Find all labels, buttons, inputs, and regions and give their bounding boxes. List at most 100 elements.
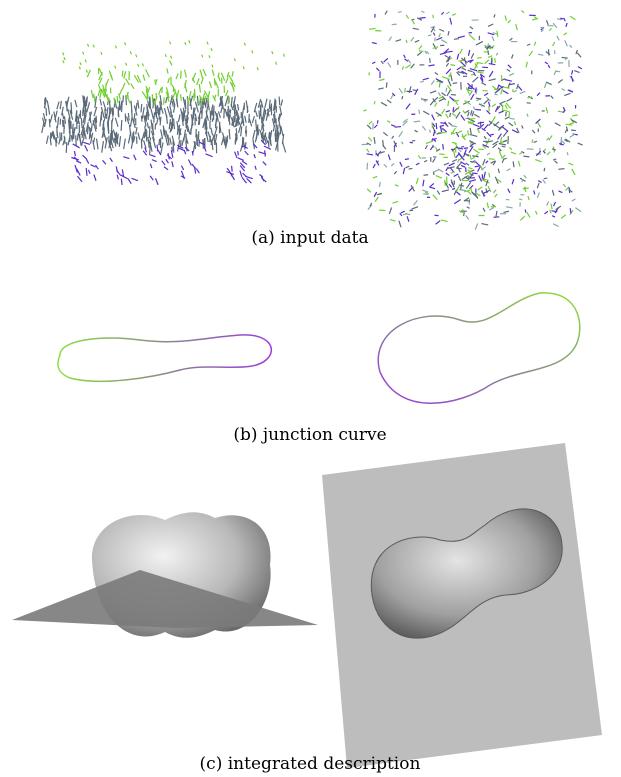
tick	[46, 108, 47, 116]
tick	[178, 126, 179, 134]
tick	[552, 190, 554, 196]
tick	[460, 49, 463, 54]
tick	[130, 51, 131, 54]
tick	[446, 51, 453, 52]
tick	[176, 73, 178, 79]
tick	[523, 156, 529, 157]
tick	[378, 88, 383, 89]
tick	[527, 212, 530, 217]
tick	[472, 77, 478, 82]
tick	[227, 72, 229, 77]
tick	[272, 51, 273, 54]
tick	[144, 140, 146, 148]
tick	[433, 47, 438, 49]
tick	[551, 204, 552, 210]
tick	[377, 120, 378, 123]
tick	[252, 50, 253, 53]
tick	[390, 219, 396, 221]
tick	[400, 213, 402, 216]
tick	[246, 130, 247, 136]
tick	[109, 108, 110, 115]
tick	[428, 65, 434, 66]
tick	[468, 70, 473, 71]
tick	[422, 190, 428, 192]
tick	[436, 176, 442, 178]
tick	[255, 111, 257, 117]
tick	[437, 191, 439, 195]
tick	[93, 138, 94, 144]
tick	[546, 52, 550, 55]
tick	[381, 102, 387, 105]
tick	[94, 94, 95, 102]
tick	[79, 67, 80, 70]
tick	[516, 24, 518, 30]
tick	[456, 185, 459, 191]
tick	[505, 105, 507, 109]
tick	[503, 131, 507, 137]
tick	[192, 151, 193, 155]
tick	[446, 173, 450, 176]
tick	[87, 70, 90, 77]
tick	[489, 64, 496, 65]
tick	[570, 134, 575, 137]
tick	[265, 150, 266, 156]
tick	[461, 62, 466, 67]
tick	[513, 161, 514, 167]
tick	[524, 175, 527, 178]
tick	[442, 190, 449, 192]
tick	[232, 166, 233, 172]
tick	[152, 160, 157, 162]
tick	[471, 94, 474, 100]
tick	[205, 96, 206, 101]
tick	[419, 51, 423, 52]
tick	[414, 121, 420, 122]
tick	[537, 93, 540, 96]
tick	[483, 180, 489, 183]
tick	[446, 111, 450, 112]
tick	[452, 14, 456, 16]
tick	[196, 168, 199, 173]
tick	[102, 160, 105, 164]
tick	[553, 23, 557, 28]
tick	[235, 152, 237, 158]
tick	[518, 86, 522, 90]
tick	[147, 122, 148, 128]
tick	[147, 107, 148, 114]
tick	[571, 130, 576, 131]
tick	[449, 184, 452, 187]
tick	[470, 128, 471, 134]
tick	[105, 109, 106, 116]
tick	[424, 175, 429, 176]
tick	[572, 199, 575, 201]
tick	[164, 97, 165, 104]
tick	[478, 187, 483, 190]
tick	[169, 119, 170, 129]
tick	[256, 119, 257, 130]
tick	[402, 141, 403, 144]
tick	[224, 108, 225, 118]
tick	[454, 39, 459, 40]
tick	[185, 115, 186, 121]
tick	[493, 190, 496, 193]
tick	[257, 67, 258, 70]
tick	[446, 88, 447, 92]
tick	[400, 162, 402, 167]
tick	[468, 112, 470, 116]
tick	[549, 136, 552, 141]
tick	[171, 56, 172, 59]
tick	[244, 43, 245, 46]
tick	[471, 53, 474, 58]
tick	[512, 179, 514, 184]
tick	[500, 101, 505, 103]
tick	[83, 52, 84, 55]
tick	[66, 142, 67, 153]
tick	[173, 106, 174, 113]
tick	[428, 35, 431, 36]
tick	[197, 78, 199, 85]
tick	[166, 97, 167, 103]
tick	[83, 96, 84, 102]
tick	[566, 23, 567, 27]
tick	[423, 111, 429, 114]
tick	[492, 141, 498, 145]
tick	[547, 20, 549, 25]
